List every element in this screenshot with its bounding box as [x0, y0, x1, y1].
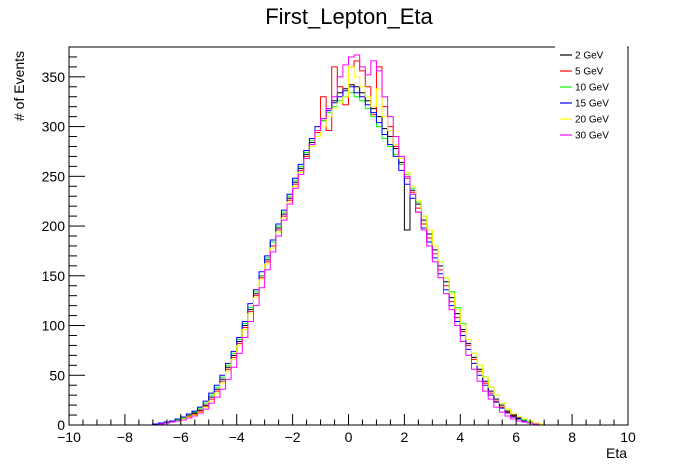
x-tick-label: −10: [57, 429, 81, 445]
x-tick-label: 6: [512, 429, 520, 445]
y-tick-label: 150: [42, 268, 66, 284]
x-tick-label: 0: [345, 429, 353, 445]
x-tick-label: −6: [173, 429, 189, 445]
y-tick-label: 100: [42, 318, 66, 334]
y-tick-label: 200: [42, 218, 66, 234]
legend-label: 15 GeV: [575, 99, 609, 110]
y-tick-label: 350: [42, 69, 66, 85]
x-axis: −10 −8 −6 −4 −2 0 2 4 6 8 10: [57, 414, 636, 445]
legend-label: 5 GeV: [575, 67, 604, 78]
series-line-20-gev: [69, 66, 628, 426]
x-tick-label: 2: [401, 429, 409, 445]
legend-box: [555, 46, 627, 142]
x-tick-label: 8: [568, 429, 576, 445]
x-axis-label: Eta: [606, 445, 627, 461]
y-tick-label: 250: [42, 168, 66, 184]
y-tick-label: 50: [49, 367, 65, 383]
x-tick-label: −8: [117, 429, 133, 445]
y-axis: 0 50 100 150 200 250 300 350: [42, 46, 85, 433]
legend-label: 2 GeV: [575, 51, 604, 62]
y-tick-label: 0: [57, 417, 65, 433]
y-axis-label: # of Events: [11, 51, 27, 121]
x-tick-label: −2: [285, 429, 301, 445]
series-layer: [69, 54, 628, 426]
legend-label: 30 GeV: [575, 131, 609, 142]
x-tick-label: −4: [229, 429, 245, 445]
x-tick-label: 10: [620, 429, 636, 445]
legend-label: 20 GeV: [575, 115, 609, 126]
x-tick-label: 4: [456, 429, 464, 445]
series-line-30-gev: [69, 54, 628, 426]
chart-title: First_Lepton_Eta: [265, 4, 433, 29]
y-tick-label: 300: [42, 119, 66, 135]
legend: 2 GeV 5 GeV 10 GeV 15 GeV 20 GeV 30 GeV: [555, 46, 627, 142]
legend-label: 10 GeV: [575, 83, 609, 94]
